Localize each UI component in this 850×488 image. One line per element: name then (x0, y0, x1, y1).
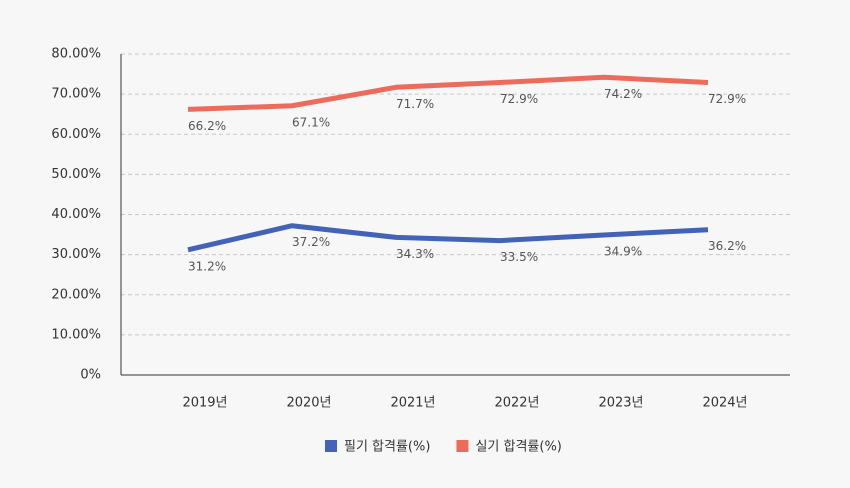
y-tick-label: 70.00% (51, 87, 101, 102)
series-line (187, 223, 709, 253)
y-tick-label: 0% (80, 368, 101, 383)
y-tick-label: 80.00% (51, 47, 101, 62)
y-tick-label: 50.00% (51, 167, 101, 182)
data-label: 66.2% (188, 119, 226, 133)
x-tick-label: 2019년 (182, 396, 227, 411)
series-line (187, 74, 709, 112)
legend-swatch (456, 440, 469, 452)
data-label: 67.1% (292, 115, 330, 129)
data-label: 37.2% (292, 235, 330, 249)
data-label: 72.9% (500, 92, 538, 106)
legend-swatch (325, 440, 337, 452)
legend-label: 필기 합격률(%) (344, 440, 430, 455)
legend-label: 실기 합격률(%) (475, 440, 561, 455)
x-tick-label: 2021년 (390, 396, 435, 411)
data-label: 36.2% (708, 239, 746, 253)
y-tick-label: 10.00% (51, 327, 101, 342)
data-label: 34.3% (396, 247, 434, 261)
y-tick-label: 40.00% (51, 207, 101, 222)
y-tick-label: 20.00% (51, 287, 101, 302)
data-label: 71.7% (396, 97, 434, 111)
y-tick-label: 30.00% (51, 247, 101, 262)
x-tick-label: 2020년 (286, 396, 331, 411)
data-label: 31.2% (188, 259, 226, 273)
data-label: 72.9% (708, 92, 746, 106)
x-tick-label: 2024년 (702, 396, 747, 411)
data-label: 33.5% (500, 250, 538, 264)
y-tick-label: 60.00% (51, 127, 101, 142)
data-label: 74.2% (604, 87, 642, 101)
x-tick-label: 2023년 (598, 396, 643, 411)
x-tick-label: 2022년 (494, 396, 539, 411)
data-label: 34.9% (604, 244, 642, 258)
